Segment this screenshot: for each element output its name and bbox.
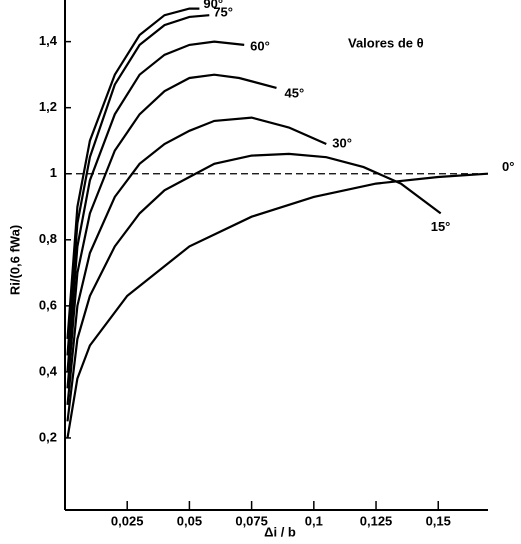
x-tick-label: 0,1 xyxy=(305,513,323,528)
y-tick-label: 0,4 xyxy=(39,363,58,378)
x-axis-label: Δi / b xyxy=(264,524,296,539)
y-tick-label: 0,2 xyxy=(39,429,57,444)
curve xyxy=(66,172,489,439)
series-label: 75° xyxy=(213,5,233,20)
y-tick-label: 1,4 xyxy=(39,33,58,48)
x-tick-label: 0,075 xyxy=(235,513,268,528)
x-tick-label: 0,15 xyxy=(426,513,451,528)
y-tick-label: 1 xyxy=(50,165,57,180)
curve xyxy=(66,152,442,422)
annotation: Valores de θ xyxy=(348,35,424,50)
y-tick-label: 1,2 xyxy=(39,99,57,114)
y-tick-label: 0,6 xyxy=(39,297,57,312)
x-tick-label: 0,025 xyxy=(111,513,144,528)
y-axis-label: Ri/(0,6 fWa) xyxy=(7,225,22,295)
x-tick-label: 0,05 xyxy=(177,513,202,528)
series-label: 15° xyxy=(431,219,451,234)
series-label: 30° xyxy=(332,135,352,150)
curve xyxy=(66,14,210,356)
x-tick-label: 0,125 xyxy=(360,513,393,528)
series-label: 0° xyxy=(502,159,514,174)
curve xyxy=(66,73,277,389)
y-tick-label: 0,8 xyxy=(39,231,57,246)
series-label: 60° xyxy=(250,38,270,53)
series-label: 45° xyxy=(285,85,305,100)
curve xyxy=(66,40,245,372)
series-label: 90° xyxy=(203,0,223,11)
curve xyxy=(66,116,327,406)
curve xyxy=(66,7,200,339)
